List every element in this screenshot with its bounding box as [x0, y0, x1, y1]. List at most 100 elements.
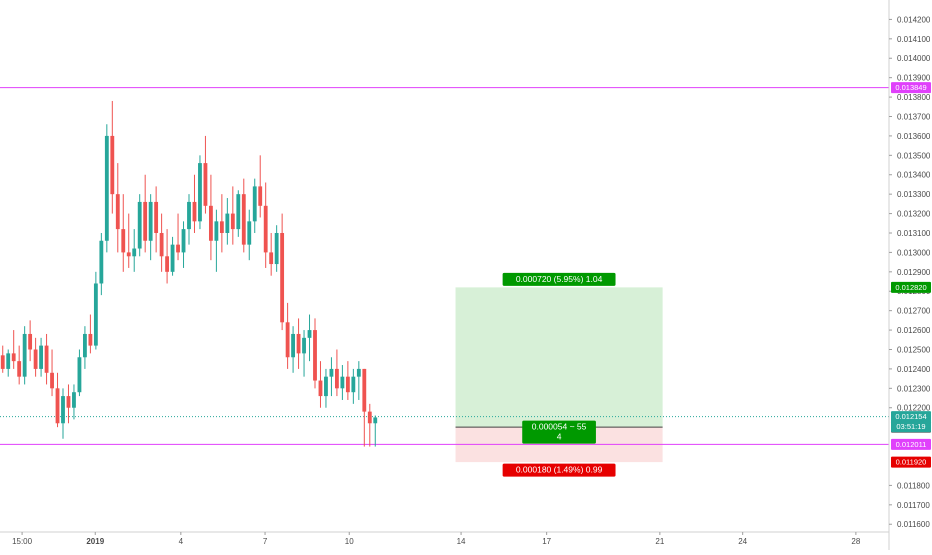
candle-body: [33, 349, 38, 369]
candle-body: [82, 333, 87, 358]
candle: [307, 314, 312, 362]
candle: [252, 178, 257, 233]
profit-zone[interactable]: [455, 287, 663, 428]
position-info-box[interactable]: 0.000054 ~ 554: [522, 420, 596, 444]
candle-body: [72, 392, 76, 408]
stop-info-box[interactable]: 0.000180 (1.49%) 0.99: [502, 463, 616, 477]
candle: [356, 361, 361, 400]
candle-body: [219, 221, 224, 233]
candle-body: [225, 213, 230, 233]
candle: [219, 194, 224, 253]
last-price-tag-bg: [891, 411, 931, 433]
stop-price-tag-text: 0.011920: [896, 458, 927, 467]
y-tick-label: 0.011600: [897, 520, 930, 529]
upper-resistance-price-tag-bg: [891, 82, 931, 94]
candle-body: [329, 368, 334, 377]
candle: [93, 271, 98, 350]
candle-body: [77, 357, 82, 393]
candle: [296, 318, 301, 369]
candle-body: [181, 229, 186, 253]
y-tick-label: 0.013800: [897, 93, 931, 102]
y-tick-label: 0.011800: [897, 481, 930, 490]
candle-body: [11, 353, 16, 362]
candle: [165, 229, 170, 284]
candle-body: [154, 201, 159, 233]
candle: [110, 100, 115, 214]
candle-body: [208, 205, 213, 241]
candle: [258, 155, 263, 218]
candle: [351, 368, 356, 404]
target-info-box[interactable]: 0.000720 (5.95%) 1.04: [502, 272, 616, 286]
candle-body: [340, 376, 345, 389]
candle: [291, 326, 296, 373]
candle-body: [17, 361, 22, 377]
candle: [367, 403, 372, 447]
candle-body: [115, 194, 120, 230]
candle: [6, 349, 11, 377]
candle: [104, 124, 109, 253]
position-info-box-text: 4: [557, 432, 562, 442]
candle-body: [104, 135, 109, 241]
candle-body: [302, 337, 306, 354]
candle-body: [291, 333, 296, 358]
y-tick-label: 0.013000: [897, 248, 931, 257]
candle-body: [373, 417, 378, 424]
candle: [214, 209, 219, 272]
y-tick-label: 0.013200: [897, 210, 931, 219]
candle: [137, 194, 142, 257]
stop-info-box-bg: [502, 463, 616, 477]
candle: [121, 194, 126, 272]
candle: [55, 372, 60, 428]
x-tick-label: 14: [457, 537, 466, 546]
candle-body: [148, 201, 153, 241]
candle-body: [324, 376, 328, 397]
candle-body: [214, 221, 219, 241]
candle: [66, 384, 71, 424]
candle: [82, 326, 87, 369]
candle: [318, 361, 323, 408]
candle-body: [143, 201, 148, 241]
candle: [115, 163, 120, 253]
candle-body: [28, 333, 33, 350]
candle-body: [6, 353, 11, 369]
y-tick-label: 0.014000: [897, 54, 931, 63]
candle-body: [285, 322, 290, 358]
candle-body: [351, 376, 356, 393]
candle: [198, 155, 202, 230]
candle: [132, 229, 137, 272]
x-tick-label: 28: [851, 537, 860, 546]
candle: [269, 232, 274, 276]
x-tick-label: 7: [263, 537, 268, 546]
candle: [17, 345, 22, 385]
target-price-tag-bg: [891, 281, 931, 293]
candle: [39, 337, 44, 377]
lower-support-price-tag: 0.012011: [891, 438, 931, 450]
candle: [362, 368, 367, 447]
candle-body: [121, 229, 126, 253]
candle: [44, 333, 49, 385]
candle: [334, 349, 339, 397]
last-price-tag-text: 03:51:19: [896, 422, 925, 431]
candle: [340, 365, 345, 400]
x-tick-label: 10: [345, 537, 354, 546]
candle: [72, 384, 76, 420]
candle: [0, 345, 5, 373]
candle-body: [203, 163, 208, 206]
y-tick-label: 0.011700: [897, 501, 930, 510]
candle-body: [187, 201, 191, 230]
candle-body: [345, 376, 350, 393]
candle: [50, 349, 54, 397]
candle-body: [93, 283, 98, 346]
candle: [28, 320, 33, 362]
y-tick-label: 0.012600: [897, 326, 931, 335]
candle: [61, 388, 65, 439]
candle: [176, 213, 180, 261]
candle: [274, 225, 279, 272]
candle: [181, 221, 186, 268]
candle: [148, 194, 153, 261]
target-price-tag: 0.012820: [891, 281, 931, 293]
y-tick-label: 0.013900: [897, 74, 931, 83]
